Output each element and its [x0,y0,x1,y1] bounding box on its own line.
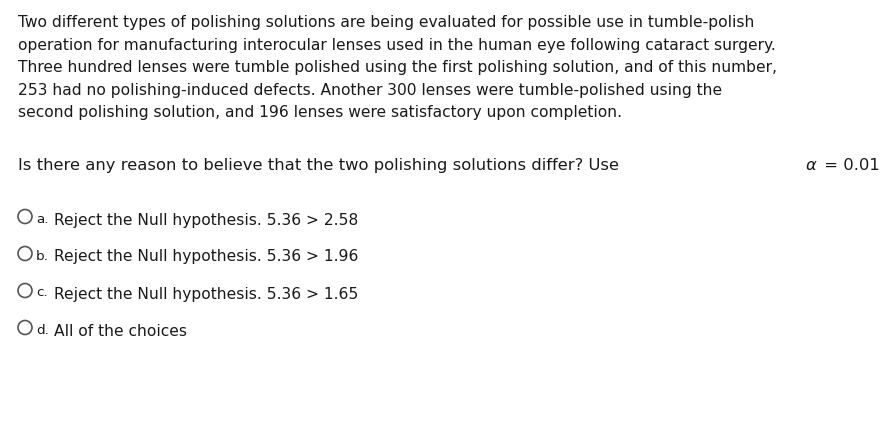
Text: operation for manufacturing interocular lenses used in the human eye following c: operation for manufacturing interocular … [18,38,776,52]
Text: All of the choices: All of the choices [54,324,187,338]
Text: d.: d. [36,324,49,337]
Text: 253 had no polishing-induced defects. Another 300 lenses were tumble-polished us: 253 had no polishing-induced defects. An… [18,82,722,97]
Text: c.: c. [36,286,48,299]
Text: Reject the Null hypothesis. 5.36 > 2.58: Reject the Null hypothesis. 5.36 > 2.58 [54,212,358,228]
Text: Is there any reason to believe that the two polishing solutions differ? Use: Is there any reason to believe that the … [18,157,624,173]
Text: b.: b. [36,250,49,263]
Text: Reject the Null hypothesis. 5.36 > 1.65: Reject the Null hypothesis. 5.36 > 1.65 [54,286,358,302]
Text: Reject the Null hypothesis. 5.36 > 1.96: Reject the Null hypothesis. 5.36 > 1.96 [54,250,358,264]
Text: Three hundred lenses were tumble polished using the first polishing solution, an: Three hundred lenses were tumble polishe… [18,60,777,75]
Text: = 0.01.: = 0.01. [819,157,880,173]
Text: α: α [805,157,816,173]
Text: Two different types of polishing solutions are being evaluated for possible use : Two different types of polishing solutio… [18,15,754,30]
Text: a.: a. [36,212,48,225]
Text: second polishing solution, and 196 lenses were satisfactory upon completion.: second polishing solution, and 196 lense… [18,105,622,120]
